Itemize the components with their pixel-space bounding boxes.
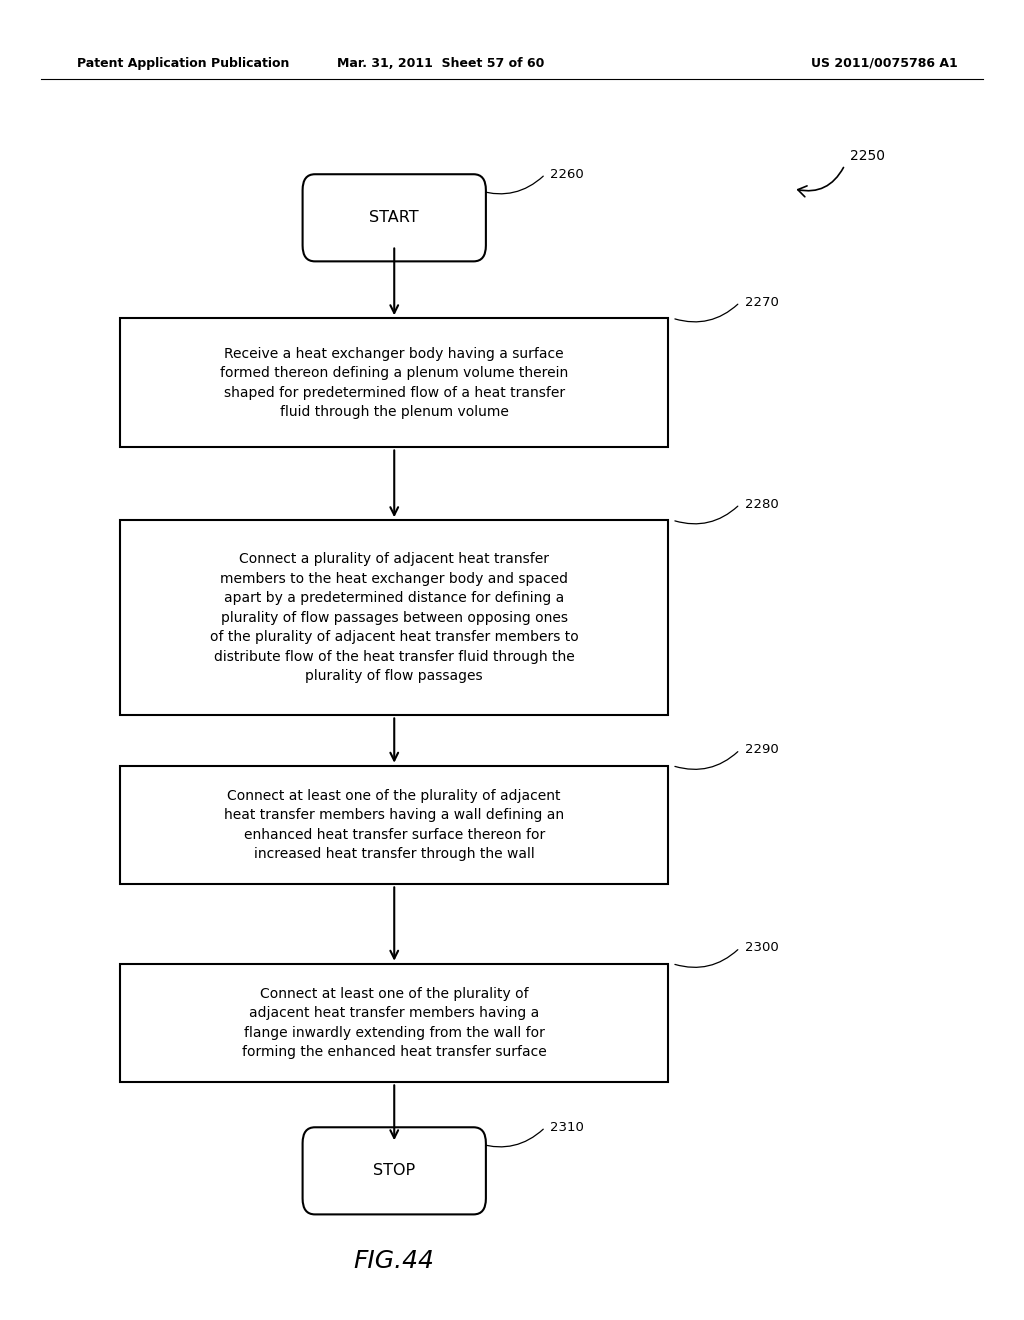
Bar [121,318,669,447]
Text: FIG.44: FIG.44 [354,1249,434,1272]
Text: US 2011/0075786 A1: US 2011/0075786 A1 [811,57,957,70]
FancyArrowPatch shape [675,304,738,322]
Text: Receive a heat exchanger body having a surface
formed thereon defining a plenum : Receive a heat exchanger body having a s… [220,347,568,418]
Text: Patent Application Publication: Patent Application Publication [77,57,289,70]
FancyBboxPatch shape [303,1127,485,1214]
Text: START: START [370,210,419,226]
FancyArrowPatch shape [480,176,544,194]
Text: 2250: 2250 [850,149,885,162]
Text: 2290: 2290 [745,743,778,756]
Text: Connect at least one of the plurality of adjacent
heat transfer members having a: Connect at least one of the plurality of… [224,789,564,861]
FancyArrowPatch shape [675,949,738,968]
Bar [121,964,669,1082]
Text: Mar. 31, 2011  Sheet 57 of 60: Mar. 31, 2011 Sheet 57 of 60 [337,57,544,70]
Text: Connect at least one of the plurality of
adjacent heat transfer members having a: Connect at least one of the plurality of… [242,987,547,1059]
Text: 2280: 2280 [745,498,778,511]
Text: 2310: 2310 [551,1121,585,1134]
Text: 2260: 2260 [551,168,584,181]
FancyBboxPatch shape [303,174,485,261]
FancyArrowPatch shape [798,168,844,197]
Text: 2300: 2300 [745,941,778,954]
Text: STOP: STOP [373,1163,416,1179]
FancyArrowPatch shape [480,1129,544,1147]
Text: Connect a plurality of adjacent heat transfer
members to the heat exchanger body: Connect a plurality of adjacent heat tra… [210,552,579,684]
Text: 2270: 2270 [745,296,779,309]
Bar [121,520,669,715]
FancyArrowPatch shape [675,506,738,524]
Bar [121,766,669,884]
FancyArrowPatch shape [675,751,738,770]
